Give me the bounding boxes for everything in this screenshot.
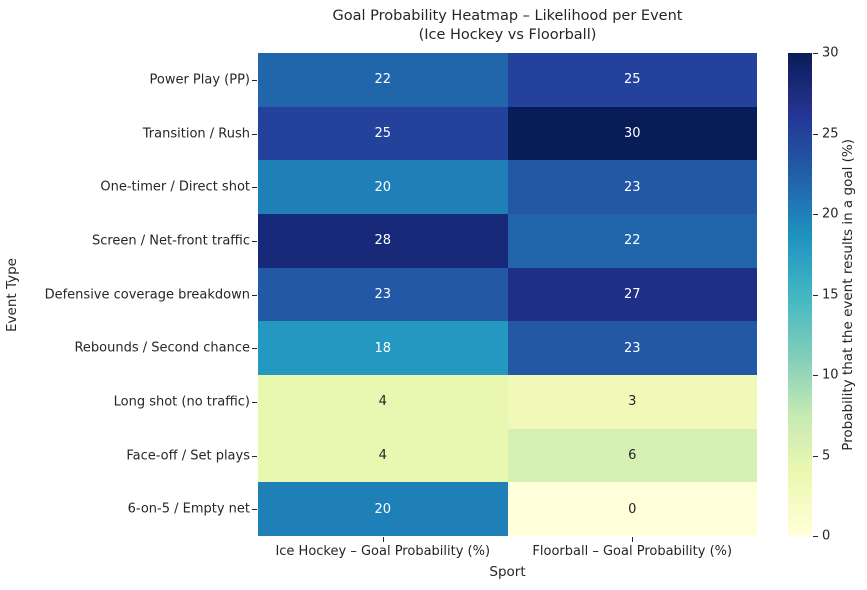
y-tick-mark xyxy=(252,455,257,457)
x-tick-mark xyxy=(382,537,384,542)
y-tick-label: Screen / Net-front traffic xyxy=(91,233,250,249)
heatmap-cell-value: 23 xyxy=(374,286,392,302)
y-tick-label: Defensive coverage breakdown xyxy=(44,287,250,302)
heatmap-grid: 22 25 25 30 20 23 28 22 23 27 18 23 4 3 4 6 20 0 xyxy=(258,53,757,536)
heatmap-cell-value: 6 xyxy=(628,447,637,463)
heatmap-cell-value: 4 xyxy=(378,447,387,463)
heatmap-cell: 25 xyxy=(258,106,508,161)
colorbar-tick-mark xyxy=(813,133,818,135)
y-tick-label: Long shot (no traffic) xyxy=(113,394,250,410)
y-tick-mark xyxy=(252,240,257,242)
heatmap-cell: 30 xyxy=(507,106,757,161)
heatmap-cell: 23 xyxy=(507,321,757,375)
colorbar-tick-label: 10 xyxy=(822,367,839,383)
chart-title: Goal Probability Heatmap – Likelihood pe… xyxy=(258,7,757,44)
heatmap-cell-value: 3 xyxy=(628,394,637,410)
heatmap-cell: 27 xyxy=(507,267,757,322)
y-tick-mark xyxy=(252,348,257,350)
heatmap-cell: 4 xyxy=(258,428,508,483)
colorbar-label: Probability that the event results in a … xyxy=(840,53,856,536)
colorbar-tick-mark xyxy=(813,455,818,457)
colorbar-tick-label: 25 xyxy=(822,126,839,141)
y-tick-mark xyxy=(252,187,257,189)
heatmap-cell: 23 xyxy=(258,267,508,322)
colorbar-tick-mark xyxy=(813,536,818,537)
colorbar-tick-mark xyxy=(813,294,818,296)
y-tick-mark xyxy=(252,294,257,296)
heatmap-cell: 20 xyxy=(258,482,508,536)
y-tick-label: One-timer / Direct shot xyxy=(100,179,250,195)
heatmap-cell: 22 xyxy=(507,213,757,268)
heatmap-cell-value: 20 xyxy=(374,501,392,517)
heatmap-cell: 23 xyxy=(507,160,757,214)
colorbar-tick-label: 5 xyxy=(822,448,831,463)
y-tick-mark xyxy=(252,133,257,135)
y-axis-label-text: Event Type xyxy=(4,257,20,332)
heatmap-cell-value: 20 xyxy=(374,179,392,195)
heatmap-cell: 4 xyxy=(258,374,508,429)
heatmap-cell-value: 22 xyxy=(623,233,641,249)
colorbar-tick-label: 0 xyxy=(822,528,831,544)
y-tick-mark xyxy=(252,79,257,81)
y-tick-label: Rebounds / Second chance xyxy=(74,340,250,356)
heatmap-cell: 25 xyxy=(507,53,757,107)
heatmap-cell-value: 28 xyxy=(374,233,392,249)
heatmap-cell-value: 27 xyxy=(623,286,641,302)
colorbar-tick-mark xyxy=(813,214,818,215)
x-tick-label: Floorball – Goal Probability (%) xyxy=(532,544,733,559)
colorbar xyxy=(788,53,812,536)
colorbar-tick-label: 20 xyxy=(822,206,839,222)
heatmap-cell: 3 xyxy=(507,374,757,429)
heatmap-cell: 18 xyxy=(258,321,508,375)
heatmap-cell-value: 22 xyxy=(374,72,392,88)
heatmap-cell: 20 xyxy=(258,160,508,214)
x-tick-mark xyxy=(632,537,634,542)
heatmap-cell-value: 30 xyxy=(623,125,641,141)
colorbar-tick-mark xyxy=(813,375,818,376)
y-tick-label: Face-off / Set plays xyxy=(126,448,250,463)
x-tick-label: Ice Hockey – Goal Probability (%) xyxy=(275,544,491,559)
y-tick-label: 6-on-5 / Empty net xyxy=(127,501,250,517)
colorbar-label-text: Probability that the event results in a … xyxy=(840,138,856,451)
y-tick-label: Transition / Rush xyxy=(142,126,250,141)
heatmap-cell-value: 23 xyxy=(623,340,641,356)
colorbar-tick-label: 15 xyxy=(822,287,839,302)
heatmap-cell-value: 23 xyxy=(623,179,641,195)
heatmap-cell: 6 xyxy=(507,428,757,483)
colorbar-tick-label: 30 xyxy=(822,45,839,61)
heatmap-cell-value: 25 xyxy=(623,72,641,88)
chart-title-line2: (Ice Hockey vs Floorball) xyxy=(418,26,597,43)
y-tick-mark xyxy=(252,509,257,511)
y-tick-label: Power Play (PP) xyxy=(149,72,250,88)
y-axis-label: Event Type xyxy=(4,53,20,536)
x-axis-label: Sport xyxy=(489,564,526,580)
y-tick-mark xyxy=(252,401,257,403)
heatmap-cell-value: 4 xyxy=(378,394,387,410)
heatmap-cell-value: 18 xyxy=(374,340,392,356)
colorbar-tick-mark xyxy=(813,53,818,54)
heatmap-cell-value: 25 xyxy=(374,125,392,141)
heatmap-cell: 0 xyxy=(507,482,757,536)
heatmap-cell: 22 xyxy=(258,53,508,107)
heatmap-cell: 28 xyxy=(258,213,508,268)
heatmap-cell-value: 0 xyxy=(628,501,637,517)
chart-title-line1: Goal Probability Heatmap – Likelihood pe… xyxy=(332,8,683,24)
